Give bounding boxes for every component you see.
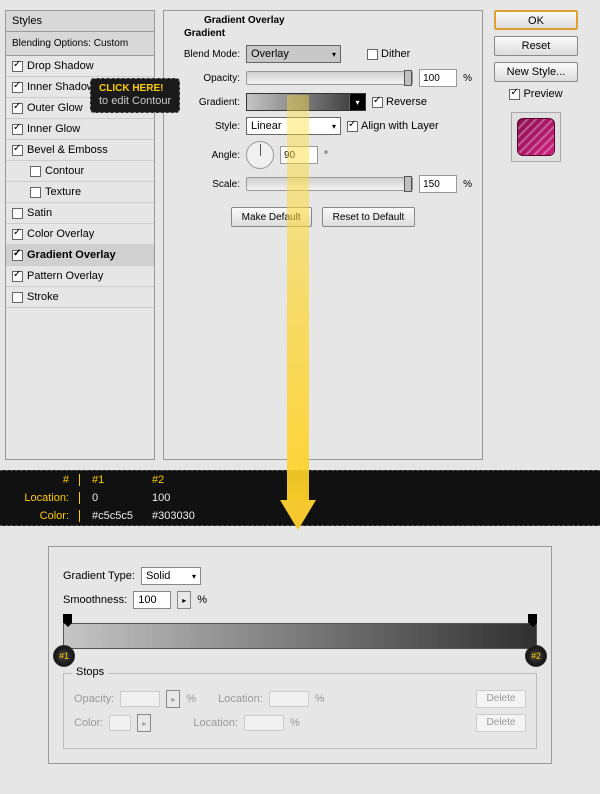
reverse-checkbox[interactable] xyxy=(372,97,383,108)
blending-options-row[interactable]: Blending Options: Custom xyxy=(6,32,154,56)
angle-dial[interactable] xyxy=(246,141,274,169)
stops-legend: Stops xyxy=(72,666,108,678)
reverse-label: Reverse xyxy=(386,96,427,108)
styles-header: Styles xyxy=(6,11,154,32)
panel-section: Gradient xyxy=(174,28,472,39)
make-default-button[interactable]: Make Default xyxy=(231,207,312,227)
style-label: Satin xyxy=(27,207,52,219)
style-row-gradient-overlay[interactable]: Gradient Overlay xyxy=(6,245,154,266)
angle-label: Angle: xyxy=(174,150,240,161)
preview-label: Preview xyxy=(523,88,562,100)
style-label: Outer Glow xyxy=(27,102,83,114)
style-checkbox[interactable] xyxy=(12,292,23,303)
scale-value[interactable]: 150 xyxy=(419,175,457,193)
angle-value[interactable]: 90 xyxy=(280,146,318,164)
preview-thumbnail xyxy=(511,112,561,162)
dither-label: Dither xyxy=(381,48,410,60)
style-checkbox[interactable] xyxy=(12,103,23,114)
color-stop-badge-2[interactable]: #2 xyxy=(525,645,547,667)
new-style-button[interactable]: New Style... xyxy=(494,62,578,82)
layer-style-dialog: Styles Blending Options: Custom Drop Sha… xyxy=(0,0,600,470)
style-label: Pattern Overlay xyxy=(27,270,103,282)
style-label: Drop Shadow xyxy=(27,60,94,72)
style-row-contour[interactable]: Contour xyxy=(6,161,154,182)
color-stop-badge-1[interactable]: #1 xyxy=(53,645,75,667)
smoothness-label: Smoothness: xyxy=(63,594,127,606)
reset-default-button[interactable]: Reset to Default xyxy=(322,207,416,227)
style-checkbox[interactable] xyxy=(30,187,41,198)
smoothness-stepper[interactable]: ▸ xyxy=(177,591,191,609)
delete-opacity-stop-button: Delete xyxy=(476,690,526,708)
style-label: Contour xyxy=(45,165,84,177)
style-row-drop-shadow[interactable]: Drop Shadow xyxy=(6,56,154,77)
chevron-down-icon: ▾ xyxy=(192,572,196,581)
scale-slider[interactable] xyxy=(246,177,413,191)
opacity-value[interactable]: 100 xyxy=(419,69,457,87)
style-checkbox[interactable] xyxy=(12,271,23,282)
panel-title: Gradient Overlay xyxy=(174,15,472,26)
style-checkbox[interactable] xyxy=(30,166,41,177)
stop-color-stepper: ▸ xyxy=(137,714,151,732)
gradient-editor-panel: Gradient Type: Solid▾ Smoothness: 100 ▸ … xyxy=(48,546,552,764)
smoothness-value[interactable]: 100 xyxy=(133,591,171,609)
style-row-satin[interactable]: Satin xyxy=(6,203,154,224)
style-row-pattern-overlay[interactable]: Pattern Overlay xyxy=(6,266,154,287)
scale-label: Scale: xyxy=(174,179,240,190)
style-checkbox[interactable] xyxy=(12,145,23,156)
blend-mode-select[interactable]: Overlay▾ xyxy=(246,45,341,63)
stops-group: Stops Opacity: ▸ % Location: % Delete Co… xyxy=(63,673,537,749)
annotation-callout: CLICK HERE!to edit Contour xyxy=(90,78,180,113)
chevron-down-icon: ▾ xyxy=(332,122,336,131)
gradient-bar-wrap: #1 #2 xyxy=(63,623,537,649)
gradient-label: Gradient: xyxy=(174,97,240,108)
ok-button[interactable]: OK xyxy=(494,10,578,30)
stop-color-swatch xyxy=(109,715,131,731)
style-label: Gradient Overlay xyxy=(27,249,116,261)
gradient-type-label: Gradient Type: xyxy=(63,570,135,582)
style-row-texture[interactable]: Texture xyxy=(6,182,154,203)
style-label: Bevel & Emboss xyxy=(27,144,108,156)
stop-color-location-input xyxy=(244,715,284,731)
style-checkbox[interactable] xyxy=(12,229,23,240)
style-checkbox[interactable] xyxy=(12,82,23,93)
dialog-right-column: OK Reset New Style... Preview xyxy=(491,10,581,460)
delete-color-stop-button: Delete xyxy=(476,714,526,732)
style-checkbox[interactable] xyxy=(12,61,23,72)
style-label: Color Overlay xyxy=(27,228,94,240)
style-label: Stroke xyxy=(27,291,59,303)
gradient-editor-panel-wrap: Gradient Type: Solid▾ Smoothness: 100 ▸ … xyxy=(0,526,600,794)
preview-checkbox[interactable] xyxy=(509,89,520,100)
dither-checkbox[interactable] xyxy=(367,49,378,60)
style-label: Style: xyxy=(174,121,240,132)
chevron-down-icon[interactable]: ▾ xyxy=(349,94,365,110)
style-label: Inner Glow xyxy=(27,123,80,135)
stop-location-input xyxy=(269,691,309,707)
style-label: Texture xyxy=(45,186,81,198)
gradient-picker[interactable]: ▾ xyxy=(246,93,366,111)
gradient-stops-table: # #1 #2 Location: 0 100 Color: #c5c5c5 #… xyxy=(0,470,600,526)
style-checkbox[interactable] xyxy=(12,208,23,219)
style-checkbox[interactable] xyxy=(12,250,23,261)
stop-opacity-input xyxy=(120,691,160,707)
gradient-bar[interactable] xyxy=(63,623,537,649)
style-select[interactable]: Linear▾ xyxy=(246,117,341,135)
style-label: Inner Shadow xyxy=(27,81,95,93)
blend-mode-label: Blend Mode: xyxy=(174,49,240,60)
style-row-bevel-emboss[interactable]: Bevel & Emboss xyxy=(6,140,154,161)
style-row-color-overlay[interactable]: Color Overlay xyxy=(6,224,154,245)
gradient-type-select[interactable]: Solid▾ xyxy=(141,567,201,585)
align-checkbox[interactable] xyxy=(347,121,358,132)
style-row-inner-glow[interactable]: Inner Glow xyxy=(6,119,154,140)
opacity-slider[interactable] xyxy=(246,71,413,85)
gradient-overlay-panel: Gradient Overlay Gradient Blend Mode: Ov… xyxy=(163,10,483,460)
reset-button[interactable]: Reset xyxy=(494,36,578,56)
style-checkbox[interactable] xyxy=(12,124,23,135)
opacity-stop-left[interactable] xyxy=(63,614,72,623)
opacity-label: Opacity: xyxy=(174,73,240,84)
style-row-stroke[interactable]: Stroke xyxy=(6,287,154,308)
chevron-down-icon: ▾ xyxy=(332,50,336,59)
stop-opacity-stepper: ▸ xyxy=(166,690,180,708)
opacity-stop-right[interactable] xyxy=(528,614,537,623)
align-label: Align with Layer xyxy=(361,120,439,132)
